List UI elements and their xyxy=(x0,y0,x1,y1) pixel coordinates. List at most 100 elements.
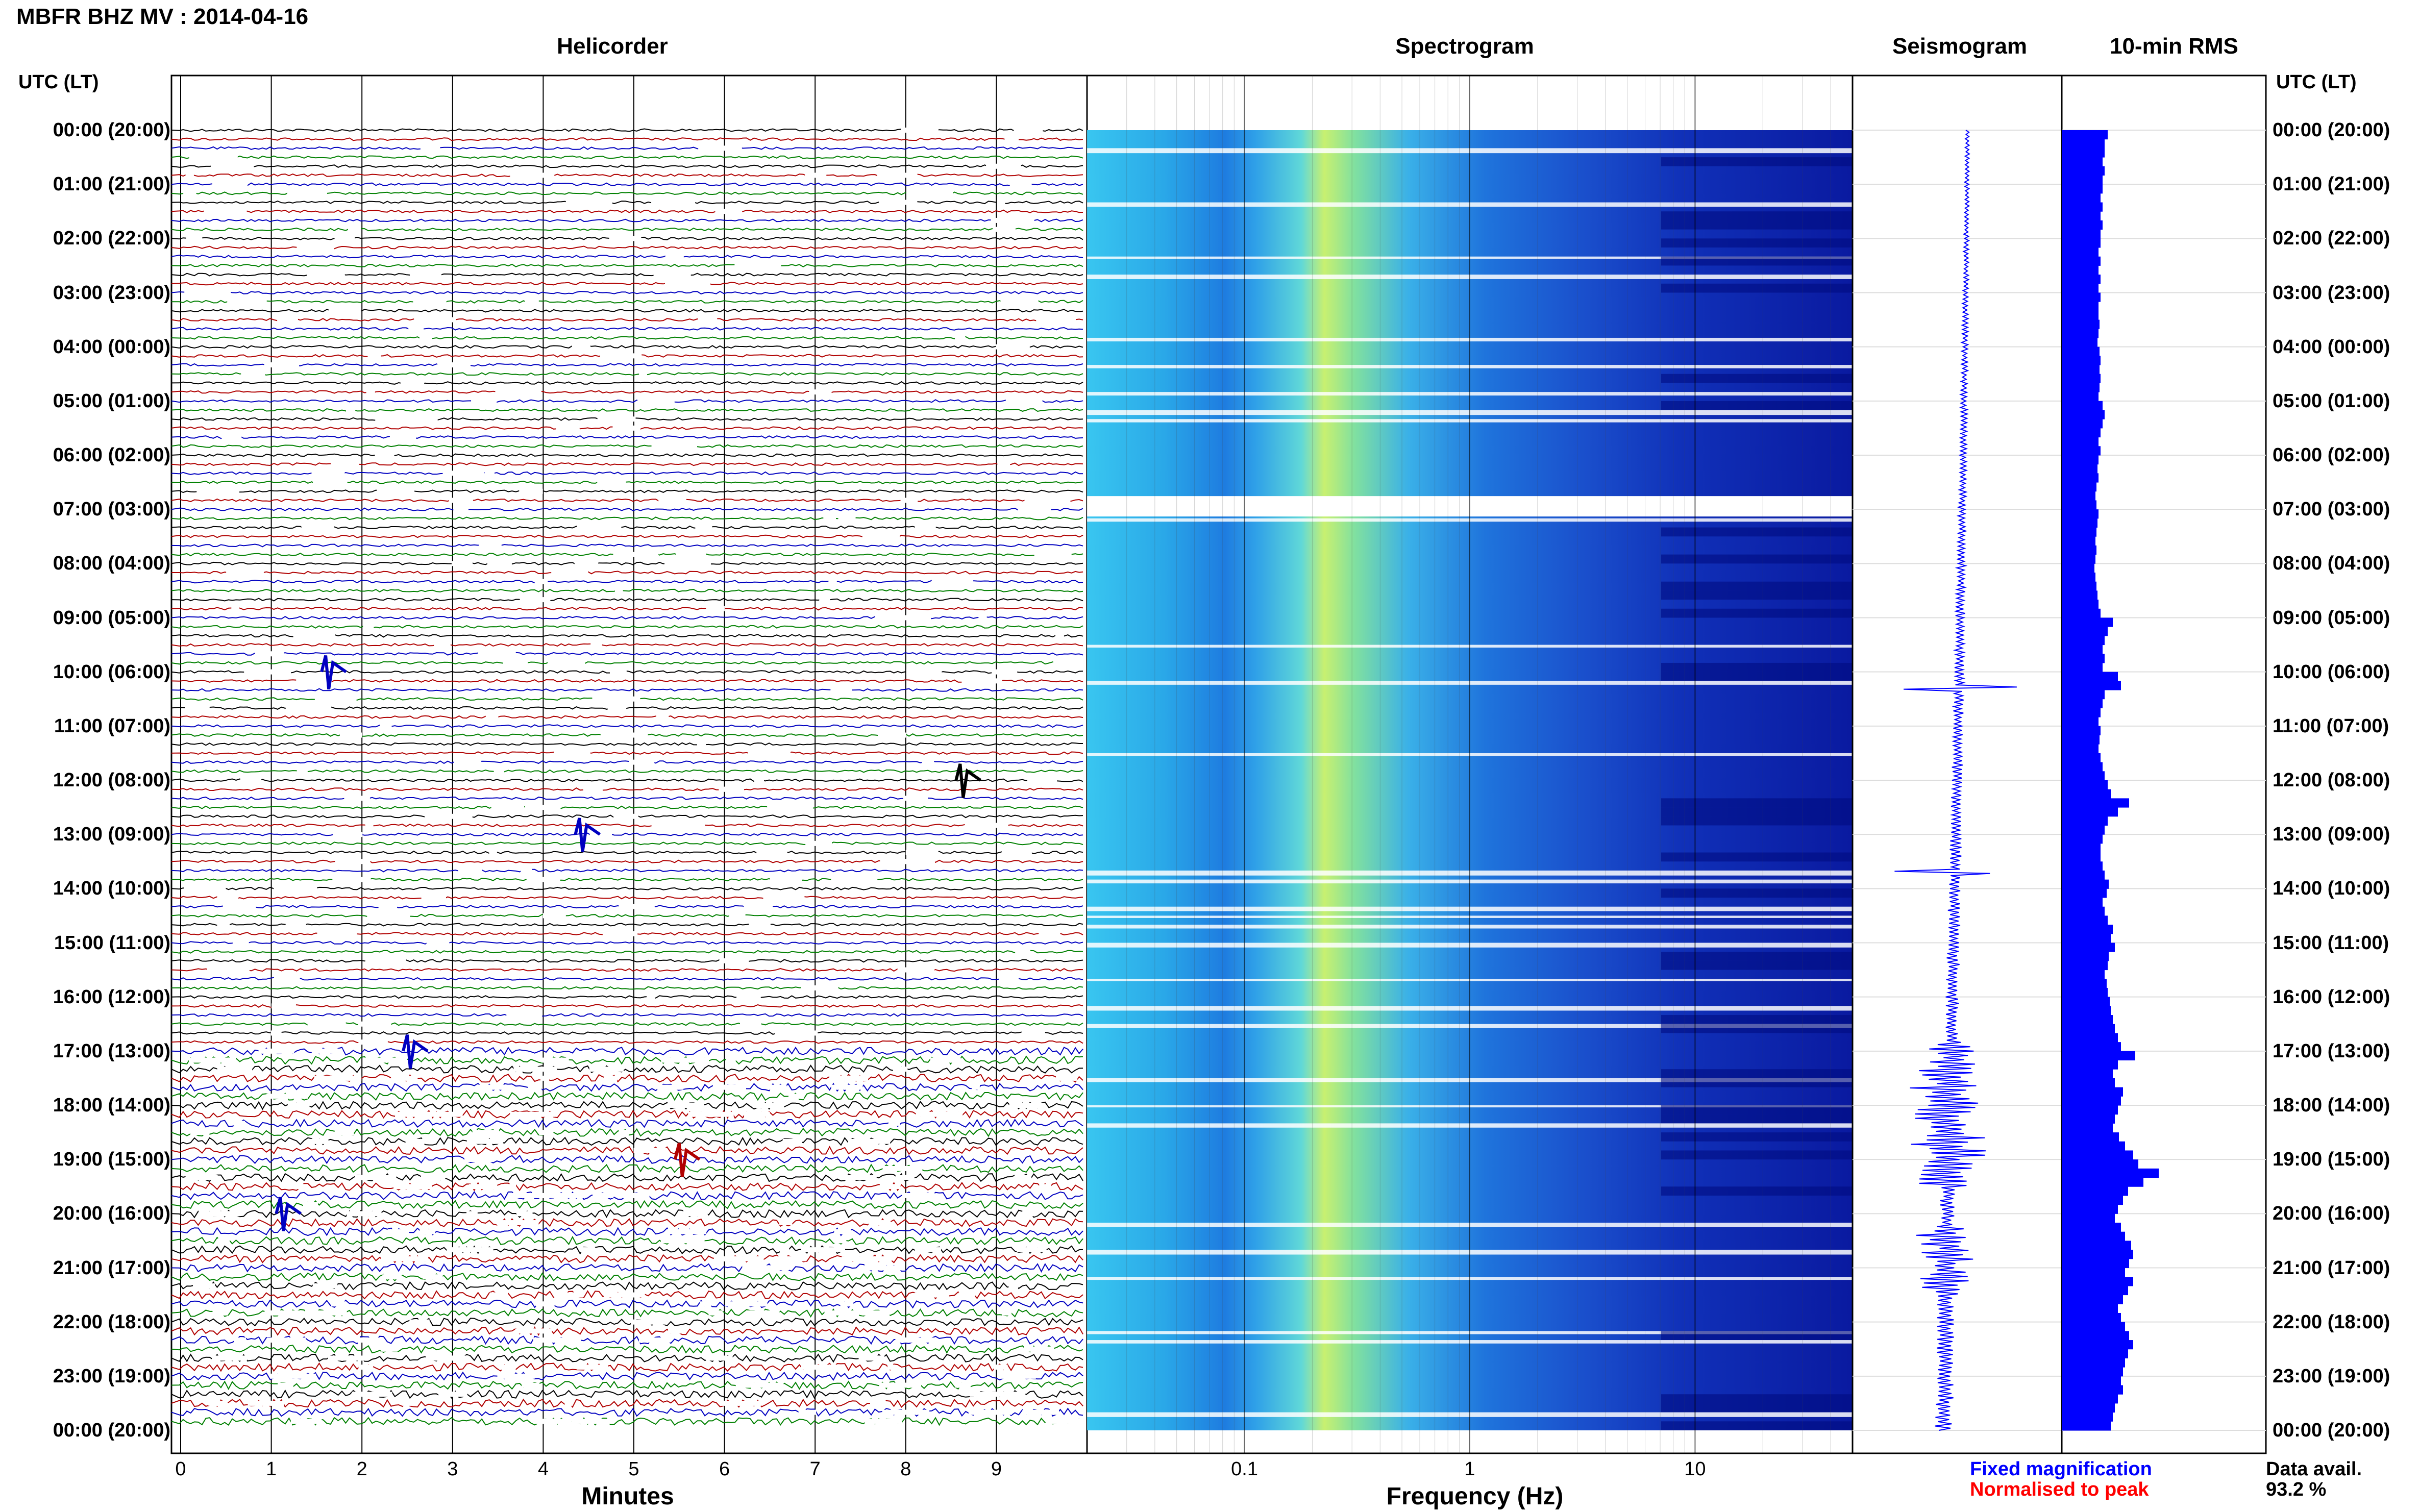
helicorder-data-gap xyxy=(699,1301,711,1307)
helicorder-data-gap xyxy=(633,1148,664,1153)
helicorder-trace xyxy=(171,345,1083,349)
helicorder-data-gap xyxy=(1008,1283,1019,1288)
helicorder-data-gap xyxy=(391,1075,418,1081)
seismogram-title: Seismogram xyxy=(1892,34,2028,59)
helicorder-data-gap xyxy=(366,389,375,395)
rms-bar xyxy=(2062,329,2099,338)
helicorder-data-gap xyxy=(414,1111,463,1117)
helicorder-data-gap xyxy=(328,1355,366,1361)
helicorder-trace xyxy=(171,327,1083,331)
hour-label-left: 15:00 (11:00) xyxy=(54,932,170,954)
helicorder-data-gap xyxy=(551,570,588,576)
rms-bar xyxy=(2062,1114,2115,1124)
hour-label-right: 17:00 (13:00) xyxy=(2273,1040,2390,1062)
spectrogram-band xyxy=(1661,960,1853,970)
rms-bar xyxy=(2062,1168,2159,1178)
helicorder-data-gap xyxy=(834,1229,851,1234)
helicorder-trace xyxy=(171,1073,1083,1083)
helicorder-data-gap xyxy=(999,976,1019,982)
helicorder-data-gap xyxy=(993,227,1016,232)
helicorder-data-gap xyxy=(234,1337,246,1343)
helicorder-data-gap xyxy=(779,1220,793,1226)
hour-label-right: 08:00 (04:00) xyxy=(2273,553,2390,575)
hour-label-left: 10:00 (06:00) xyxy=(53,661,170,683)
helicorder-data-gap xyxy=(658,498,686,503)
helicorder-data-gap xyxy=(345,407,356,413)
helicorder-trace xyxy=(171,1004,1083,1008)
helicorder-data-gap xyxy=(542,1193,586,1198)
rms-bar xyxy=(2062,337,2097,348)
helicorder-event xyxy=(574,817,601,852)
helicorder-data-gap xyxy=(838,515,856,521)
hour-label-left: 20:00 (16:00) xyxy=(53,1203,170,1225)
minute-tick-label: 3 xyxy=(447,1458,458,1480)
helicorder-data-gap xyxy=(542,913,566,919)
spectrogram-band xyxy=(1661,798,1853,808)
helicorder-trace xyxy=(171,1353,1083,1363)
helicorder-trace xyxy=(171,1218,1083,1227)
helicorder-trace xyxy=(171,1254,1083,1264)
helicorder-trace xyxy=(171,769,1083,773)
helicorder-data-gap xyxy=(735,913,746,919)
helicorder-data-gap xyxy=(695,525,712,530)
helicorder-data-gap xyxy=(193,1283,215,1288)
rms-bar xyxy=(2062,1195,2123,1205)
helicorder-trace xyxy=(171,1227,1083,1236)
helicorder-data-gap xyxy=(453,759,482,765)
helicorder-data-gap xyxy=(604,1075,618,1081)
helicorder-data-gap xyxy=(712,1084,747,1090)
helicorder-data-gap xyxy=(335,859,371,864)
hour-label-left: 18:00 (14:00) xyxy=(53,1095,170,1116)
rms-bar xyxy=(2062,265,2099,275)
helicorder-data-gap xyxy=(420,145,440,151)
helicorder-data-gap xyxy=(381,1256,429,1261)
rms-bar xyxy=(2062,247,2099,257)
helicorder-data-gap xyxy=(331,1301,346,1307)
helicorder-data-gap xyxy=(290,1419,314,1424)
rms-bar xyxy=(2062,987,2108,998)
rms-bar xyxy=(2062,148,2105,158)
rms-bar xyxy=(2062,970,2105,979)
helicorder-data-gap xyxy=(840,1301,854,1307)
helicorder-data-gap xyxy=(313,1419,322,1424)
hour-label-left: 13:00 (09:00) xyxy=(53,824,170,846)
rms-bar xyxy=(2062,690,2105,700)
hour-label-right: 20:00 (16:00) xyxy=(2273,1203,2390,1225)
helicorder-data-gap xyxy=(468,1184,498,1189)
hour-label-right: 13:00 (09:00) xyxy=(2273,824,2390,846)
frequency-tick-label: 1 xyxy=(1464,1458,1475,1480)
helicorder-data-gap xyxy=(332,877,371,882)
spectrogram-band xyxy=(1661,807,1853,816)
rms-bar xyxy=(2062,1295,2123,1304)
helicorder-data-gap xyxy=(865,1419,902,1424)
helicorder-trace xyxy=(171,1272,1083,1282)
helicorder-data-gap xyxy=(466,1138,503,1144)
helicorder-data-gap xyxy=(311,470,345,476)
helicorder-data-gap xyxy=(639,371,647,377)
rms-bar xyxy=(2062,1051,2135,1061)
helicorder-trace xyxy=(171,1100,1083,1110)
helicorder-data-gap xyxy=(722,1256,764,1261)
helicorder-data-gap xyxy=(355,1337,384,1343)
helicorder-data-gap xyxy=(721,1400,761,1406)
helicorder-trace xyxy=(171,300,1083,304)
hour-label-right: 02:00 (22:00) xyxy=(2273,228,2390,250)
helicorder-trace xyxy=(171,742,1083,746)
helicorder-data-gap xyxy=(955,335,966,340)
helicorder-data-gap xyxy=(805,840,832,846)
rms-bar xyxy=(2062,1186,2128,1196)
helicorder-data-gap xyxy=(1009,182,1032,187)
seismogram-trace xyxy=(1894,130,2017,1431)
helicorder-trace xyxy=(171,1146,1083,1155)
helicorder-data-gap xyxy=(434,642,451,648)
helicorder-trace xyxy=(171,1209,1083,1219)
hour-label-right: 19:00 (15:00) xyxy=(2273,1149,2390,1171)
rms-bar xyxy=(2062,1421,2111,1431)
rms-bar xyxy=(2062,780,2108,790)
helicorder-data-gap xyxy=(189,155,220,160)
helicorder-data-gap xyxy=(744,904,773,909)
helicorder-trace xyxy=(171,724,1083,728)
hour-label-right: 00:00 (20:00) xyxy=(2273,119,2390,141)
helicorder-data-gap xyxy=(742,1265,789,1271)
